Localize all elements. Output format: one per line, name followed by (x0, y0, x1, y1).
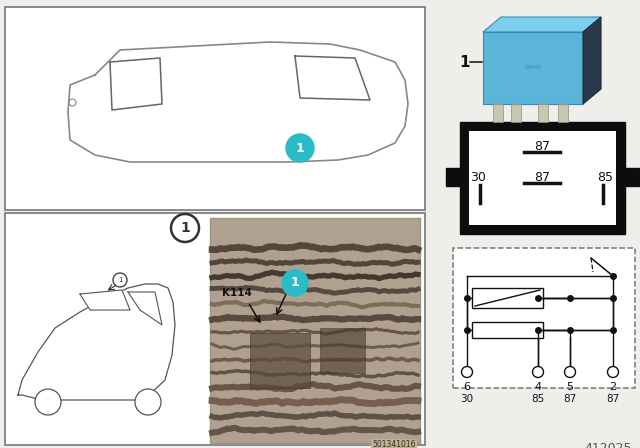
Text: BMW: BMW (525, 65, 541, 69)
Bar (538, 104, 548, 122)
Text: 85: 85 (531, 394, 545, 404)
Circle shape (461, 366, 472, 378)
Bar (446, 168, 461, 186)
Bar (624, 168, 639, 186)
Circle shape (282, 270, 308, 296)
Text: 87: 87 (534, 139, 550, 152)
Bar (460, 122, 625, 234)
Text: 5: 5 (566, 382, 573, 392)
Circle shape (286, 134, 314, 162)
Text: 412025: 412025 (584, 442, 632, 448)
Text: 1: 1 (180, 221, 190, 235)
Text: 87: 87 (534, 171, 550, 184)
Circle shape (171, 214, 199, 242)
Text: 1: 1 (291, 276, 300, 289)
Text: 87: 87 (563, 394, 577, 404)
Text: 501341016: 501341016 (372, 440, 416, 448)
Polygon shape (483, 17, 601, 32)
Circle shape (113, 273, 127, 287)
Polygon shape (483, 32, 583, 104)
Bar (558, 104, 568, 122)
Polygon shape (128, 292, 162, 325)
Text: 87: 87 (606, 394, 620, 404)
Bar (472, 288, 543, 308)
Bar (320, 328, 365, 373)
Circle shape (607, 366, 618, 378)
Text: 1: 1 (118, 277, 122, 283)
Text: 4: 4 (534, 382, 541, 392)
Text: 1: 1 (460, 55, 470, 69)
Text: 30: 30 (460, 394, 474, 404)
Polygon shape (583, 17, 601, 104)
Bar (453, 248, 635, 388)
Text: 30: 30 (470, 171, 486, 184)
Polygon shape (110, 58, 162, 110)
Text: 6: 6 (463, 382, 470, 392)
Bar (493, 104, 503, 122)
Bar (250, 333, 310, 388)
Polygon shape (68, 42, 408, 162)
Bar (5, 213, 425, 445)
Text: 1: 1 (296, 142, 305, 155)
Polygon shape (295, 56, 370, 100)
Circle shape (532, 366, 543, 378)
Polygon shape (18, 284, 175, 400)
Circle shape (564, 366, 575, 378)
Circle shape (35, 389, 61, 415)
Text: 85: 85 (597, 171, 613, 184)
Polygon shape (80, 290, 130, 310)
Bar (511, 104, 521, 122)
Bar (5, 7, 425, 210)
Bar (469, 131, 616, 225)
Circle shape (135, 389, 161, 415)
Text: 2: 2 (609, 382, 616, 392)
Text: K114: K114 (222, 288, 252, 298)
Bar (472, 322, 543, 338)
Bar (210, 218, 420, 443)
